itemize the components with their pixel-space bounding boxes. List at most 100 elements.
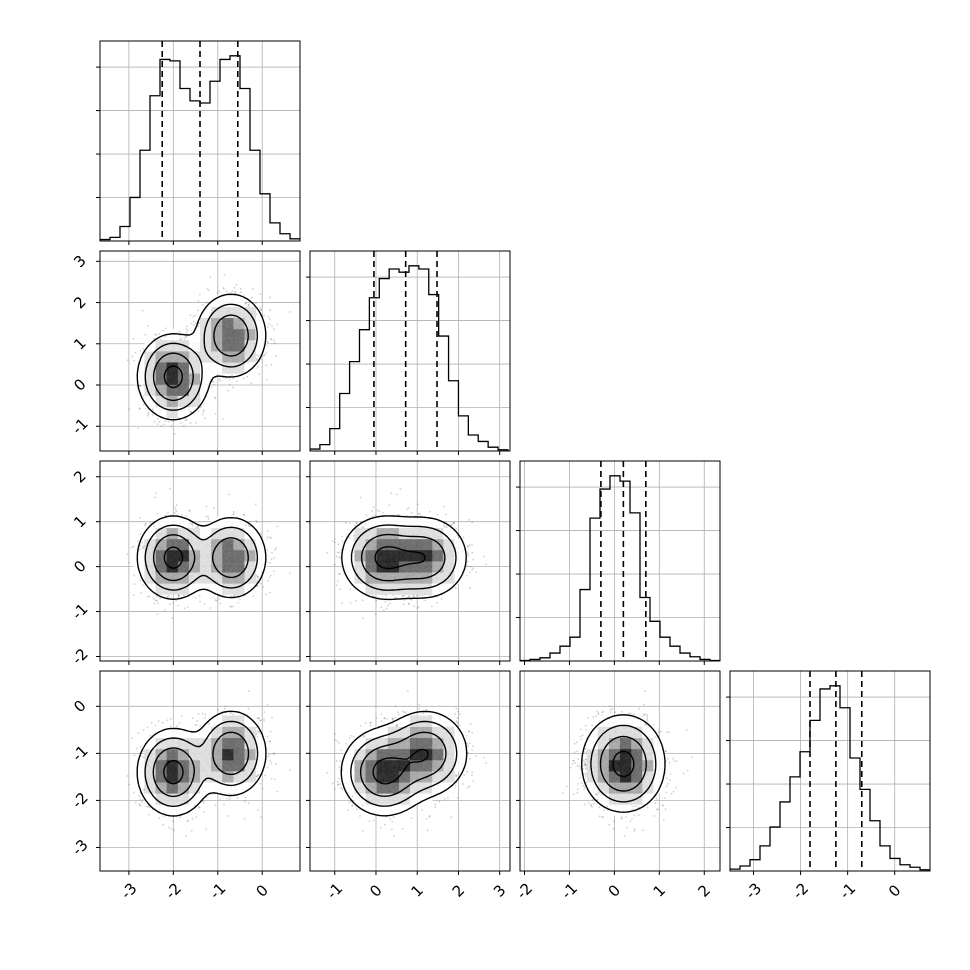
sample-point [246,375,249,378]
sample-point [221,418,224,420]
sample-point [156,513,159,515]
sample-point [141,395,144,398]
sample-point [231,290,234,293]
sample-point [232,377,235,380]
sample-point [255,521,258,523]
sample-point [276,525,279,528]
density-bin [188,395,201,407]
sample-point [218,597,221,600]
density-bin [222,339,234,352]
sample-point [272,328,275,331]
sample-point [276,323,279,326]
y-tick-label: 3 [70,252,89,271]
density-bin [177,362,190,374]
sample-point [171,617,173,620]
sample-point [229,605,232,608]
sample-point [192,315,195,318]
density-bin [155,373,168,385]
sample-point [174,508,177,511]
sample-point [132,337,135,340]
sample-point [235,283,238,286]
density-bin [222,295,234,307]
sample-point [208,289,210,292]
sample-point [231,374,233,377]
sample-point [141,309,144,312]
sample-point [266,536,269,538]
sample-point [265,364,267,367]
sample-point [128,561,131,564]
sample-point [156,613,159,616]
sample-point [186,329,189,332]
density-bin [155,384,168,396]
density-bin [211,351,223,363]
density-bin [133,373,145,385]
panel-frame [99,250,301,452]
sample-point [209,276,212,279]
sample-point [250,296,253,299]
sample-point [140,591,142,594]
sample-point [162,423,165,426]
density-bin [233,339,245,352]
sample-point [151,408,154,410]
density-bin [222,306,234,319]
density-bin [200,362,212,374]
sample-point [175,510,178,513]
sample-point [153,602,156,605]
sample-point [256,584,259,587]
sample-point [158,333,160,336]
sample-point [268,318,271,321]
sample-point [146,324,149,327]
density-bin [188,384,201,396]
sample-point [147,411,150,414]
sample-point [219,379,222,382]
sample-point [219,602,222,605]
sample-point [159,597,161,600]
sample-point [166,596,169,598]
sample-point [255,359,258,361]
sample-point [222,288,225,290]
sample-point [218,378,221,380]
sample-point [190,322,193,325]
sample-point [165,514,168,517]
sample-point [270,558,273,561]
sample-point [164,419,167,422]
sample-point [164,335,166,338]
sample-point [155,334,158,337]
sample-point [213,383,216,386]
sample-point [168,603,171,606]
sample-point [139,517,142,519]
sample-point [260,358,262,361]
sample-point [270,338,273,341]
sample-point [269,562,271,564]
sample-point [178,594,181,597]
sample-point [173,512,176,514]
sample-point [212,380,215,383]
sample-point [201,303,204,306]
sample-point [289,572,291,574]
sample-point [144,333,147,336]
sample-point [157,602,159,605]
sample-point [207,518,210,521]
sample-point [232,594,235,597]
sample-point [189,522,191,525]
sample-point [256,579,258,582]
density-bin [233,362,245,374]
density-bin [222,317,234,330]
sample-point [266,530,269,533]
sample-point [177,595,180,597]
sample-point [147,413,150,416]
sample-point [139,384,142,387]
density-bin [144,362,156,374]
density-bin [188,362,201,374]
sample-point [190,410,192,413]
sample-point [244,524,247,527]
sample-point [269,338,272,340]
density-bin [155,351,168,363]
sample-point [273,556,276,559]
sample-point [203,603,206,605]
sample-point [201,413,204,416]
sample-point [250,382,253,385]
sample-point [153,525,155,528]
sample-point [269,296,271,299]
